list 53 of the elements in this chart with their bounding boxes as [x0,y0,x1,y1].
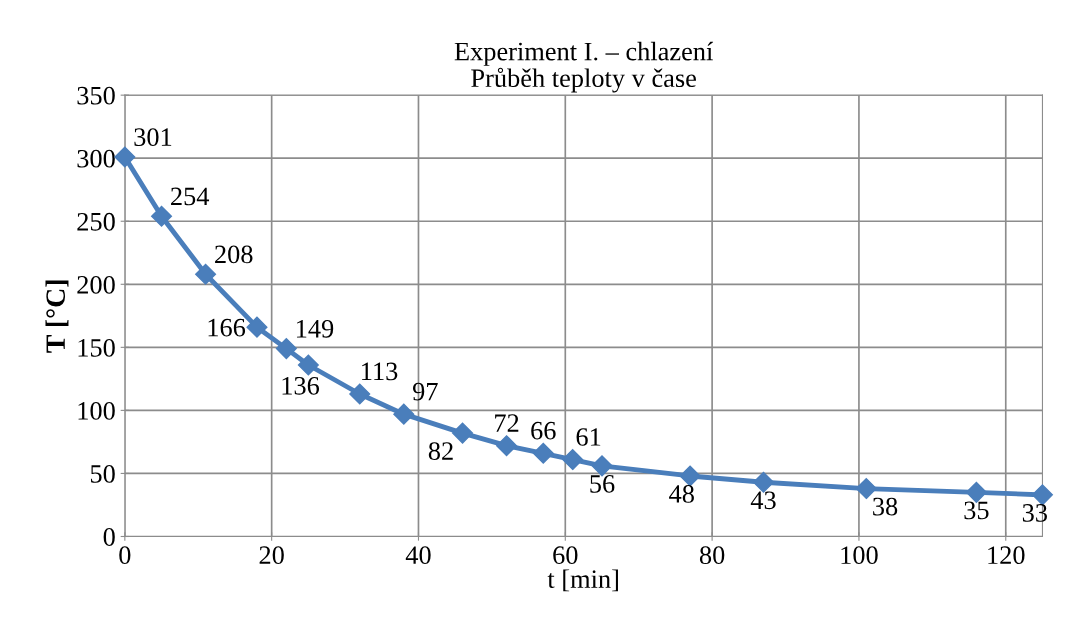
point [114,146,136,168]
data-label: 254 [171,187,210,206]
data-label: 97 [412,382,438,401]
y-tick-label: 0 [103,528,115,546]
point [151,205,173,227]
data-label: 208 [215,245,253,264]
point [297,354,319,376]
data-label: 48 [669,485,694,503]
y-tick-label: 50 [90,465,115,483]
x-tick-label: 60 [553,546,578,565]
data-label: 149 [296,319,334,338]
data-label: 66 [531,421,556,440]
data-label: 166 [208,318,246,337]
y-tick-label: 250 [77,212,115,231]
data-label: 38 [873,497,898,516]
point [532,442,554,464]
data-label: 56 [590,475,615,493]
point [496,435,518,457]
data-label: 43 [750,491,776,510]
point [195,263,217,285]
point [349,383,371,405]
point [452,422,474,444]
point [393,403,415,425]
y-tick-label: 150 [78,338,115,357]
x-axis-title: t [min] [547,569,618,592]
x-tick-label: 120 [988,546,1025,565]
point [562,449,584,471]
point [275,338,297,360]
y-axis-title: T [°C] [45,280,69,353]
point [752,471,775,493]
point [965,481,987,503]
x-tick-label: 40 [405,546,431,565]
y-tick-label: 100 [78,401,115,420]
data-label: 33 [1022,504,1047,522]
y-tick-label: 200 [77,275,115,294]
y-tick-label: 350 [77,86,115,105]
data-label: 82 [428,442,453,460]
data-label: 136 [282,376,320,395]
point [1031,484,1053,506]
point [591,455,613,477]
data-label: 61 [576,428,601,446]
data-label: 301 [134,128,172,147]
data-label: 113 [362,362,398,381]
x-tick-label: 20 [259,546,284,565]
x-tick-label: 80 [699,546,725,565]
point [679,465,701,487]
chart-title: Experiment I. – chlazení Průběh teploty v čase [454,41,714,93]
y-tick-label: 300 [77,149,115,168]
data-label: 72 [495,414,519,432]
data-label: 35 [964,501,989,520]
x-tick-label: 0 [119,546,131,565]
point [246,316,268,338]
x-tick-label: 100 [841,546,878,565]
